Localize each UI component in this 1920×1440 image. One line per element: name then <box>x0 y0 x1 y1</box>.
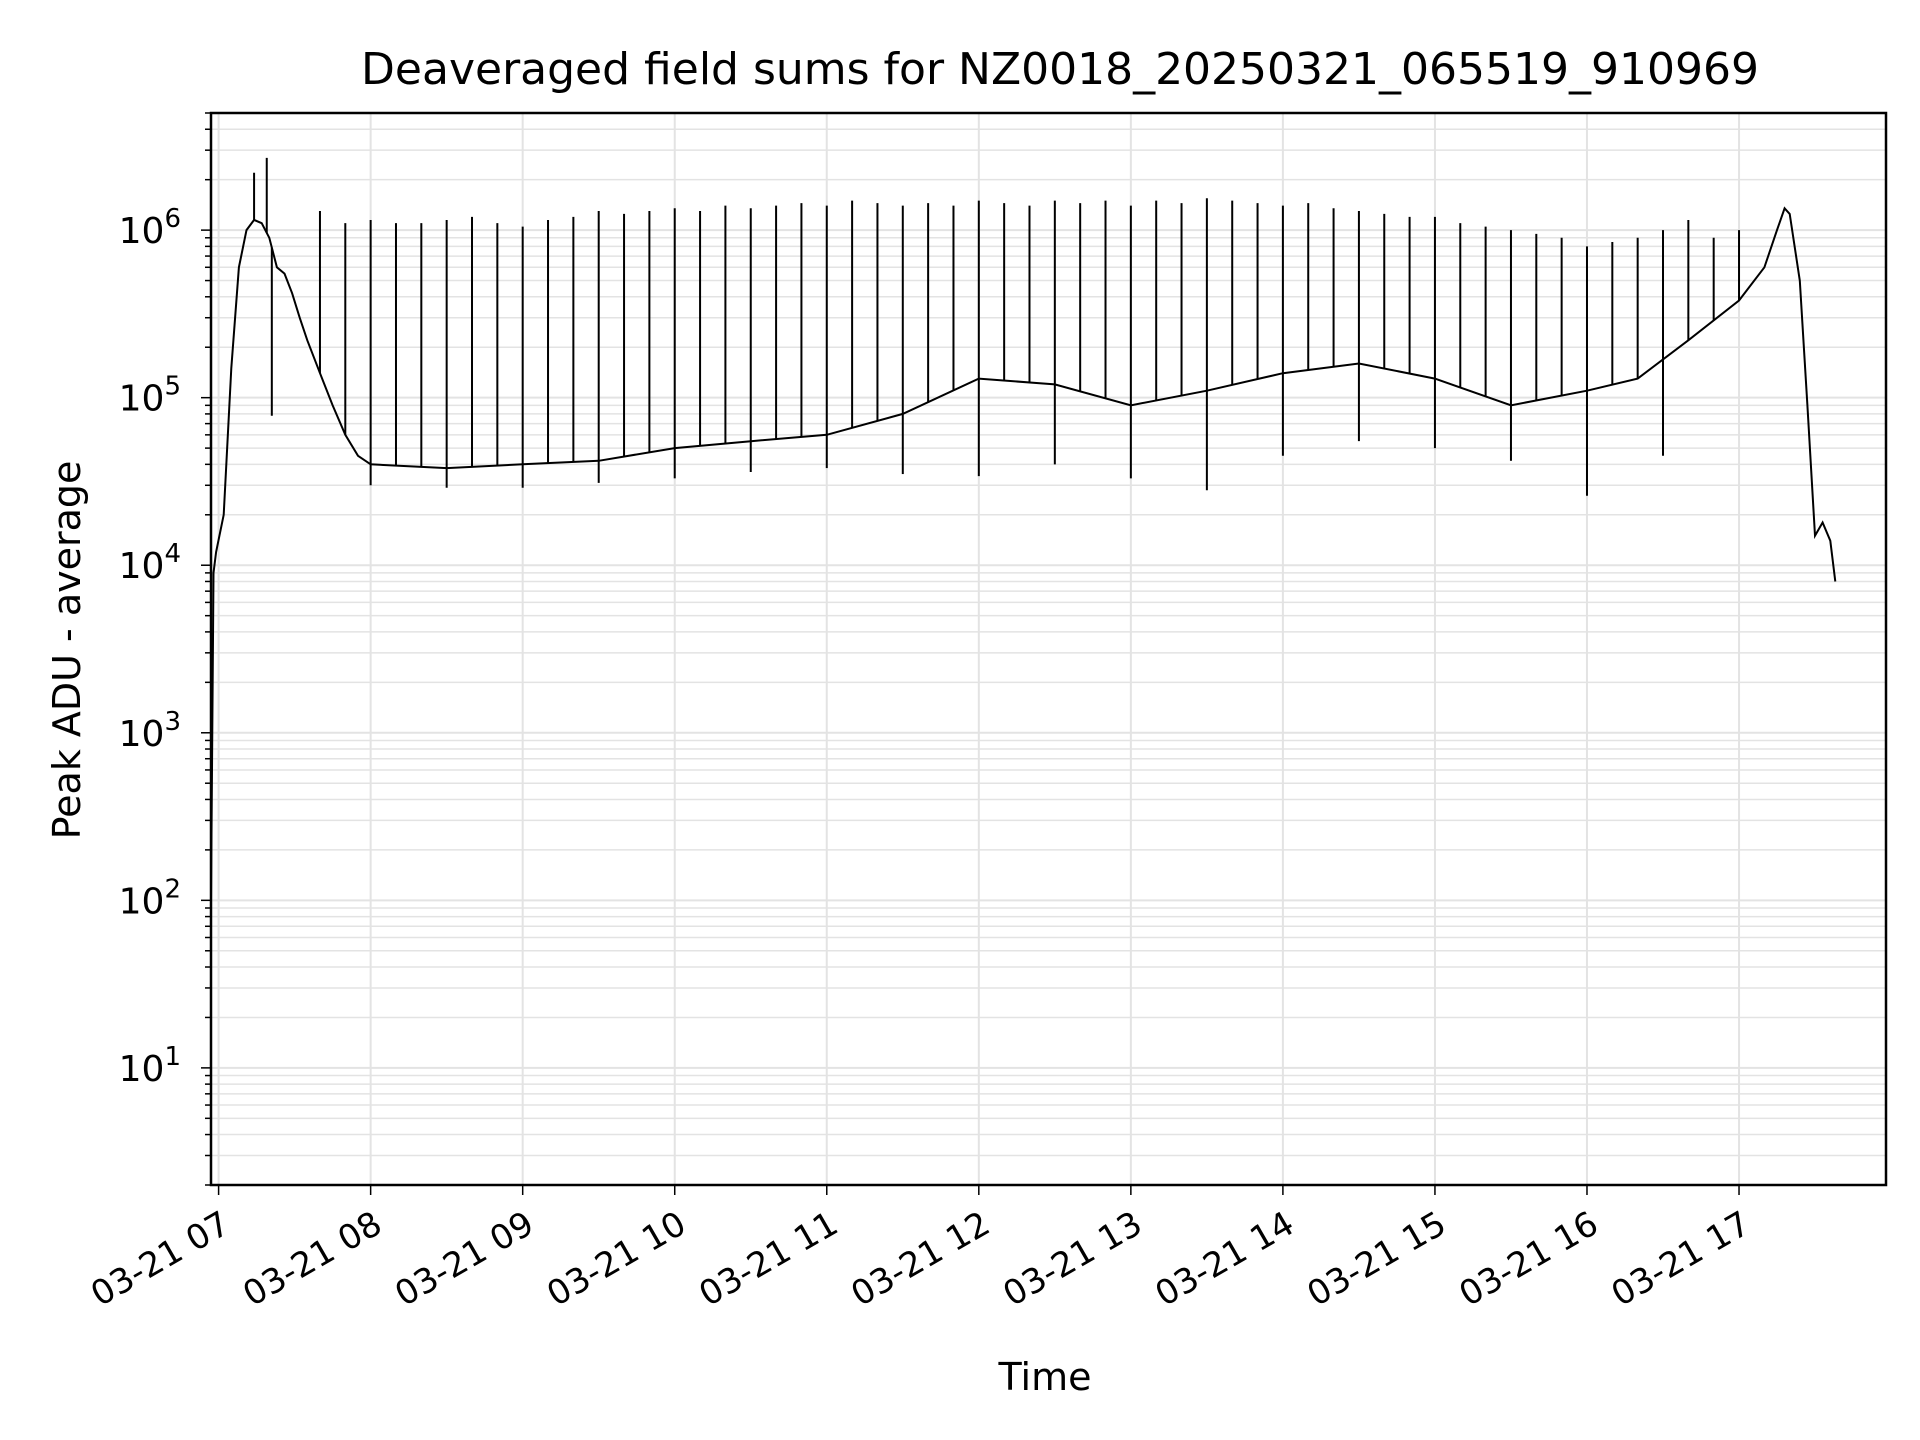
y-tick-label: 103 <box>119 707 181 755</box>
y-tick-label: 104 <box>119 539 181 587</box>
chart-title: Deaveraged field sums for NZ0018_2025032… <box>361 44 1759 95</box>
y-axis-label: Peak ADU - average <box>45 461 89 840</box>
y-tick-label: 102 <box>119 874 181 922</box>
x-axis-label: Time <box>998 1355 1092 1399</box>
y-tick-label: 106 <box>119 204 181 252</box>
plot-frame <box>209 111 1888 1187</box>
y-tick-label: 105 <box>119 372 181 420</box>
plot-area <box>210 157 1837 901</box>
y-tick-label: 101 <box>119 1042 181 1090</box>
